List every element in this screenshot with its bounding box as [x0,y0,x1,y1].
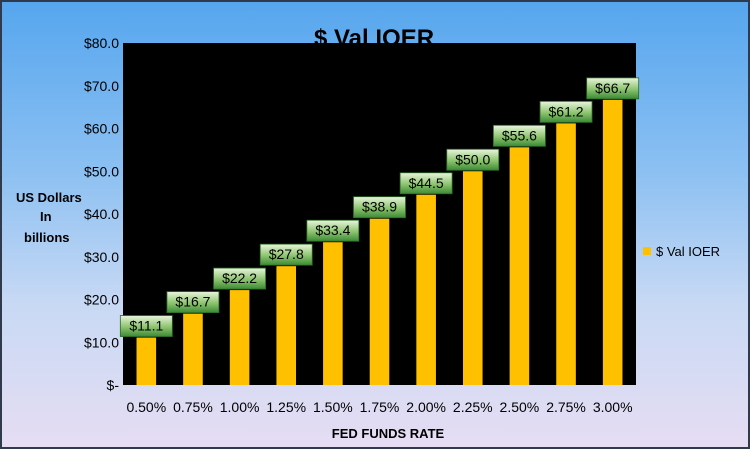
y-tick-label: $40.0 [84,206,119,222]
data-label: $16.7 [166,291,220,314]
data-label-text: $61.2 [549,103,584,119]
data-label: $44.5 [399,172,453,195]
data-label-box [586,77,640,100]
data-label-box [539,100,593,123]
data-label-box [399,172,453,195]
y-tick-label: $20.0 [84,292,119,308]
bar [509,147,530,385]
data-label-box [166,291,220,314]
data-label-box [119,315,173,337]
data-label: $55.6 [493,124,546,147]
x-tick-label: 1.50% [313,399,353,415]
y-tick-label: $60.0 [84,121,119,137]
x-tick-label: 2.00% [406,399,446,415]
data-label-text: $33.4 [315,222,350,238]
x-tick-label: 2.75% [546,399,586,415]
bar [416,194,436,385]
y-axis: $- $10.0 $20.0 $30.0 $40.0 $50.0 $60.0 $70.0 $80… [84,35,119,393]
data-label-text: $11.1 [129,318,163,334]
x-tick-label: 2.25% [453,399,493,415]
data-label: $61.2 [539,100,593,123]
y-axis-label-line-3: billions [24,230,70,245]
y-tick-label: $70.0 [84,78,119,94]
bar [556,123,576,386]
data-label-text: $66.7 [595,80,630,96]
bar [276,266,297,385]
data-label-text: $22.2 [222,270,257,286]
x-tick-label: 2.50% [500,399,540,415]
bar [229,290,250,385]
x-tick-label: 1.25% [266,399,306,415]
y-tick-label: $30.0 [84,249,119,265]
data-label-text: $38.9 [362,199,397,215]
legend-entry: $ Val IOER [656,244,720,259]
bar [602,99,623,386]
data-label-box [493,124,546,147]
data-label: $50.0 [446,148,500,171]
bar [323,242,343,385]
data-label: $11.1 [119,315,173,337]
x-tick-label: 0.50% [126,399,166,415]
bars [136,99,623,386]
data-label: $27.8 [259,243,313,266]
data-label-box [213,267,266,290]
y-axis-label-line-2: In [40,209,52,224]
x-tick-label: 3.00% [593,399,633,415]
data-label-text: $50.0 [455,151,490,167]
data-label: $22.2 [213,267,266,290]
x-axis: 0.50% 0.75% 1.00% 1.25% 1.50% 1.75% 2.00% 2.25%… [126,399,632,415]
data-label: $38.9 [353,196,406,219]
legend-swatch [643,247,651,255]
bar [369,218,390,385]
data-label: $66.7 [586,77,640,100]
x-axis-label: FED FUNDS RATE [332,426,445,441]
legend: $ Val IOER [643,244,720,259]
y-tick-label: $10.0 [84,334,119,350]
data-label-box [446,148,500,171]
x-tick-label: 0.75% [173,399,213,415]
data-label-box [306,219,360,242]
bar [183,313,203,385]
bar [462,171,483,385]
y-tick-label: $- [107,377,120,393]
y-tick-label: $50.0 [84,163,119,179]
data-label-text: $44.5 [409,175,444,191]
data-label-text: $16.7 [175,294,210,310]
data-label-box [259,243,313,266]
x-tick-label: 1.75% [360,399,400,415]
data-label-box [353,196,406,219]
data-label: $33.4 [306,219,360,242]
x-tick-label: 1.00% [220,399,260,415]
chart-title: $ Val IOER [314,25,434,52]
y-tick-label: $80.0 [84,35,119,51]
bar [136,337,157,385]
data-label-text: $55.6 [502,127,537,143]
data-label-text: $27.8 [269,246,304,262]
y-axis-label-line-1: US Dollars [16,190,82,205]
data-labels: $11.1 $16.7 $22.2 $27.8 $33.4 $38.9 $44.5 $50.0… [119,77,640,337]
